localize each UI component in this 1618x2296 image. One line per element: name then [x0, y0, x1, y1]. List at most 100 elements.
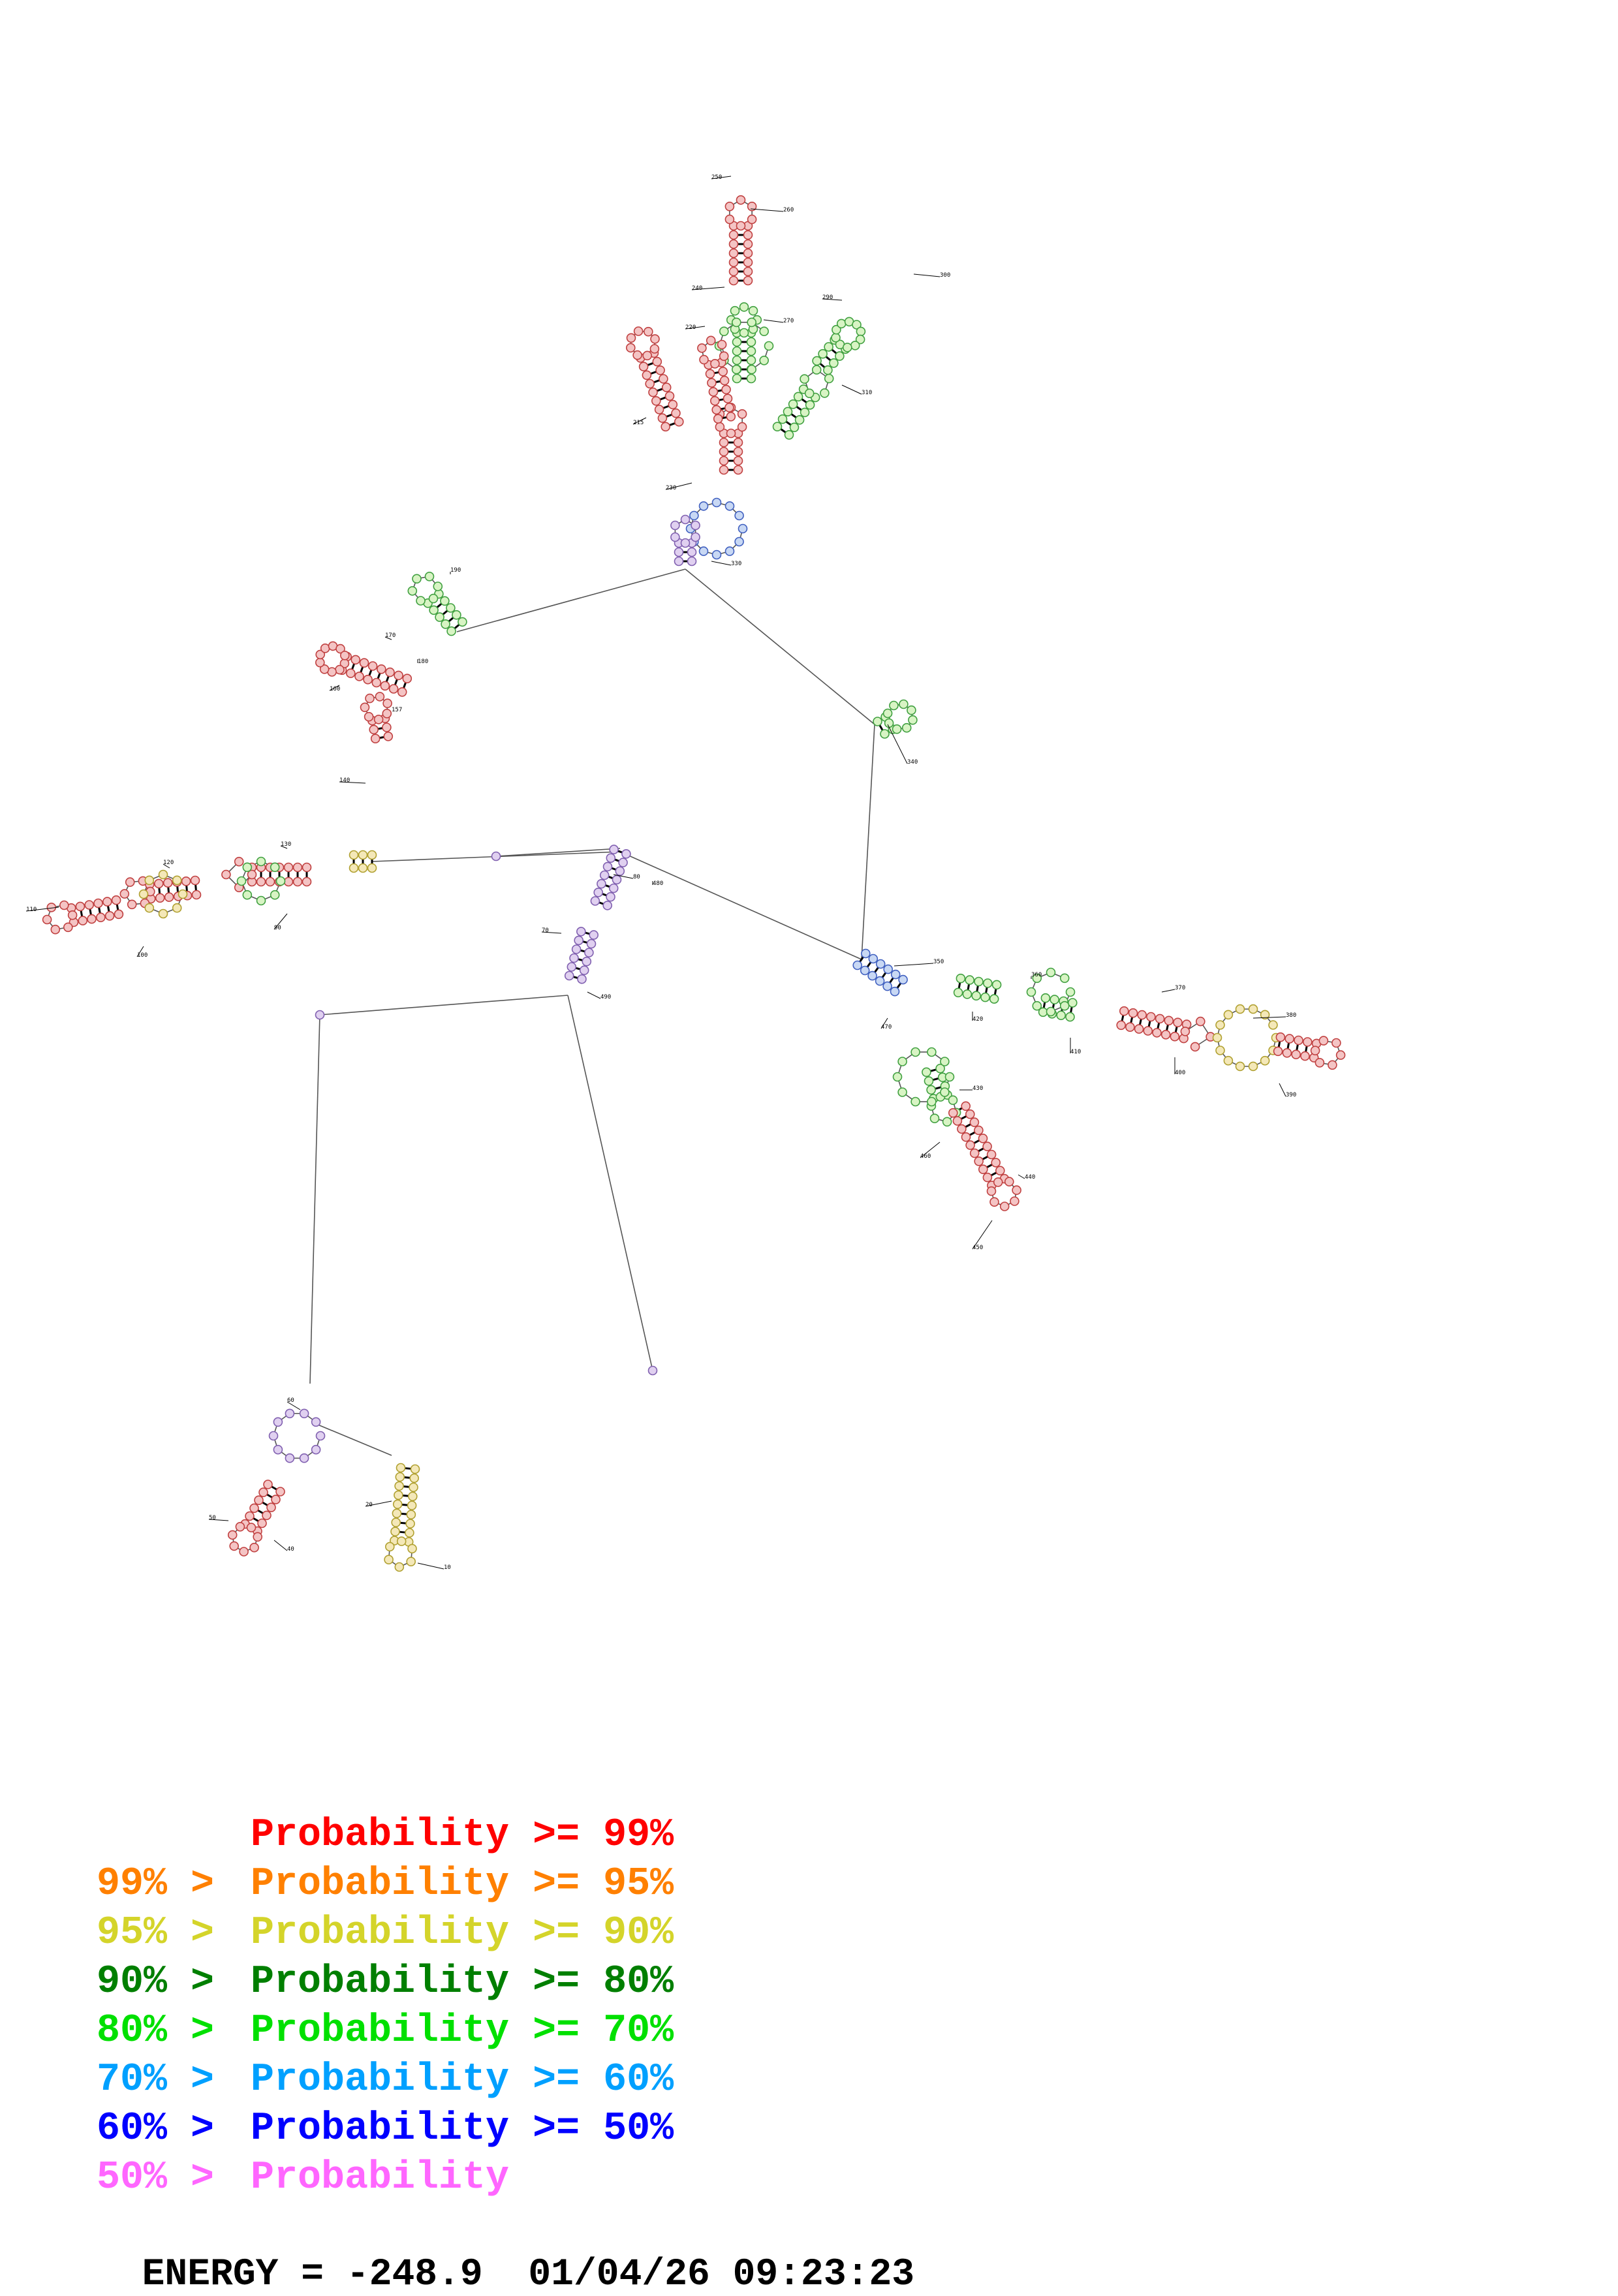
nucleotide — [394, 1491, 403, 1499]
nucleotide — [1129, 1009, 1138, 1017]
nucleotide — [369, 725, 378, 734]
nucleotide — [120, 890, 129, 898]
nucleotide — [760, 327, 768, 335]
nucleotide — [364, 675, 372, 684]
nucleotide — [1216, 1046, 1224, 1055]
nucleotide — [321, 644, 330, 653]
nucleotide — [1143, 1027, 1152, 1035]
position-label: 50 — [209, 1515, 216, 1521]
nucleotide — [747, 365, 756, 374]
position-label: 190 — [450, 567, 461, 574]
nucleotide — [312, 1446, 320, 1454]
nucleotide — [671, 533, 679, 542]
base-pair-bond — [448, 617, 454, 621]
nucleotide — [383, 699, 392, 707]
nucleotide — [128, 900, 136, 908]
nucleotide — [927, 1098, 936, 1106]
nucleotide — [236, 1523, 244, 1531]
nucleotide — [1224, 1057, 1232, 1065]
nucleotide — [582, 957, 591, 966]
nucleotide — [800, 375, 809, 383]
nucleotide — [441, 620, 450, 628]
base-pair-bond — [968, 984, 969, 991]
nucleotide — [796, 416, 804, 424]
label-tick — [711, 561, 731, 565]
nucleotide — [643, 351, 651, 360]
base-pair-bond — [796, 407, 801, 411]
nucleotide — [384, 732, 392, 741]
nucleotide — [726, 412, 735, 421]
nucleotide — [435, 613, 444, 621]
nucleotide — [285, 863, 293, 872]
nucleotide — [386, 668, 394, 677]
nucleotide — [773, 422, 782, 431]
nucleotide — [1216, 1021, 1224, 1029]
base-pair-bond — [935, 1087, 941, 1089]
nucleotide — [734, 466, 743, 474]
nucleotide — [273, 1418, 282, 1426]
nucleotide — [925, 1077, 933, 1085]
nucleotide — [805, 389, 814, 397]
nucleotide — [801, 408, 809, 416]
nucleotide — [85, 901, 93, 909]
probability-legend: Probability >= 99%99% >Probability >= 95… — [97, 1811, 674, 2203]
position-label: 110 — [26, 907, 37, 913]
nucleotide — [725, 215, 734, 224]
nucleotide — [726, 502, 734, 510]
nucleotide — [1061, 1002, 1069, 1010]
nucleotide — [730, 268, 738, 276]
position-labels: 2502602402702202903003102152303301901701… — [26, 174, 1296, 1571]
nucleotide — [350, 864, 358, 873]
nucleotide — [426, 572, 434, 581]
position-label: 240 — [692, 285, 702, 292]
nucleotide — [820, 389, 829, 397]
base-pair-bond — [267, 1495, 273, 1498]
nucleotide — [784, 407, 792, 416]
nucleotide — [837, 319, 846, 328]
nucleotide — [744, 240, 753, 249]
nucleotide — [182, 877, 191, 886]
nucleotide — [1191, 1042, 1200, 1051]
position-label: 370 — [1175, 985, 1185, 991]
base-pair-bond — [1166, 1025, 1168, 1031]
label-tick — [1018, 1175, 1025, 1179]
backbone-segment — [313, 1423, 392, 1455]
nucleotide — [691, 533, 700, 542]
nucleotide — [642, 371, 651, 379]
position-label: 157 — [392, 707, 402, 713]
nucleotide — [235, 858, 243, 866]
nucleotide — [1181, 1027, 1189, 1036]
base-pair-bond — [880, 725, 883, 731]
nucleotide — [725, 403, 734, 412]
position-label: 20 — [366, 1502, 373, 1508]
nucleotide — [294, 863, 302, 872]
nucleotide — [1047, 969, 1055, 977]
nucleotide — [738, 410, 747, 418]
base-pair-bond — [986, 987, 987, 993]
nucleotide — [730, 277, 738, 285]
nucleotide — [747, 347, 756, 356]
nucleotide — [164, 878, 172, 887]
base-pair-bond — [1279, 1041, 1280, 1047]
nucleotide — [709, 388, 717, 396]
nucleotide — [884, 965, 892, 974]
nucleotide — [1196, 1017, 1205, 1026]
label-tick — [587, 992, 600, 999]
base-pair-bond — [159, 888, 160, 894]
nucleotide — [779, 415, 787, 424]
nucleotide — [873, 717, 882, 726]
nucleotide — [993, 980, 1001, 989]
energy-value: -248.9 — [347, 2254, 483, 2296]
nucleotide — [606, 893, 615, 901]
nucleotide — [892, 970, 900, 979]
nucleotide — [931, 1114, 939, 1123]
position-label: 260 — [783, 207, 794, 213]
nucleotide — [369, 662, 377, 670]
nucleotide — [725, 202, 734, 211]
base-pair-bond — [977, 985, 978, 992]
nucleotide — [862, 950, 870, 958]
nucleotide — [747, 356, 756, 365]
nucleotide — [733, 338, 741, 347]
label-tick — [274, 1540, 287, 1551]
nucleotide — [397, 1464, 405, 1472]
